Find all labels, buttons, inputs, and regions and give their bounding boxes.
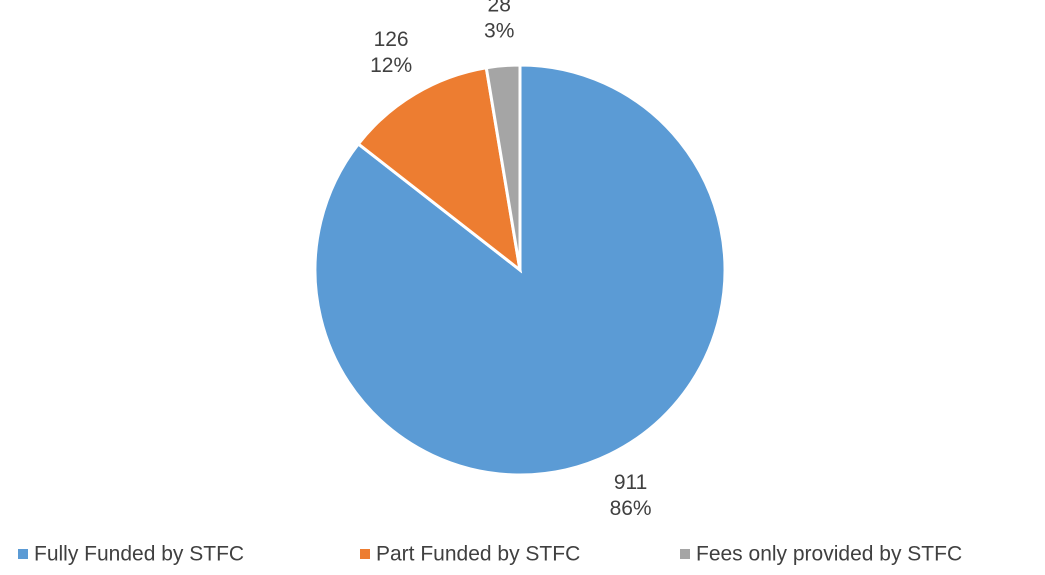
data-label: 911 — [614, 471, 647, 494]
legend-label: Fees only provided by STFC — [696, 543, 962, 566]
pie-slice — [356, 66, 523, 274]
legend-swatch — [18, 549, 28, 559]
legend-label: Fully Funded by STFC — [34, 543, 244, 566]
legend-swatch — [680, 549, 690, 559]
percent-label: 12% — [370, 54, 412, 77]
data-label: 28 — [488, 0, 511, 16]
percent-label: 86% — [610, 497, 652, 520]
data-label: 126 — [374, 28, 409, 51]
pie-slice — [484, 63, 522, 271]
legend-label: Part Funded by STFC — [376, 543, 580, 566]
percent-label: 3% — [484, 19, 514, 42]
legend-swatch — [360, 549, 370, 559]
